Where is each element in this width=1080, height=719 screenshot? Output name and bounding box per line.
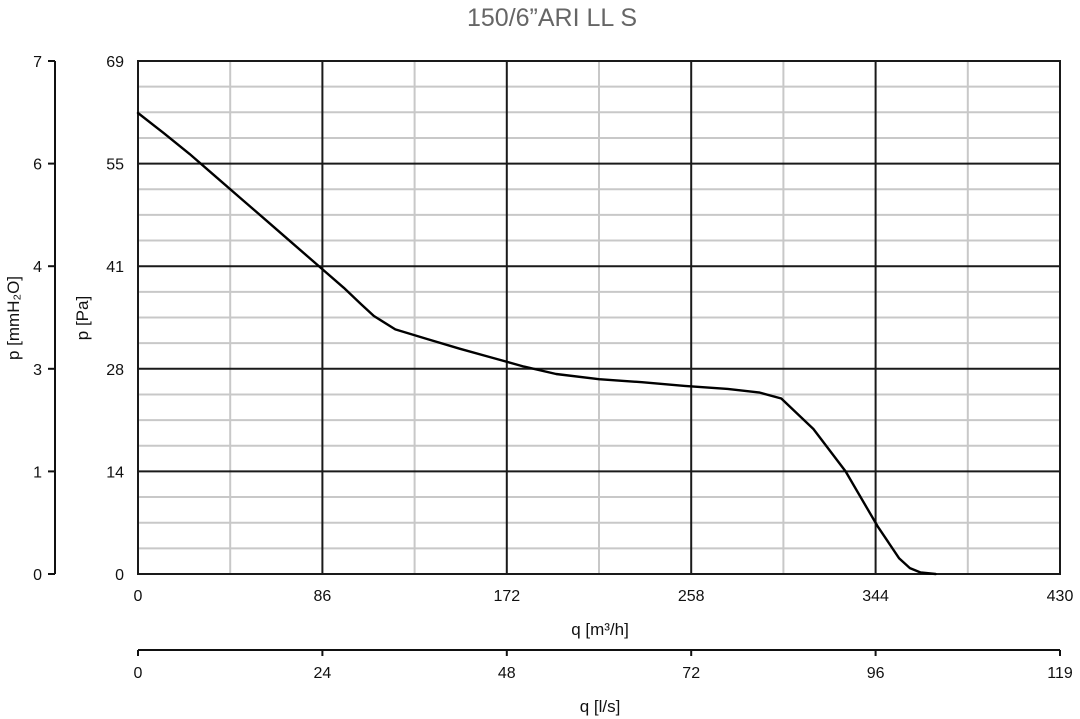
chart-title: 150/6”ARI LL S (467, 4, 637, 32)
y2-tick-label: 7 (33, 54, 42, 71)
y2-axis-label: p [mmH₂O] (4, 276, 23, 360)
y-axis-label: p [Pa] (73, 296, 92, 340)
x-tick-label: 258 (678, 588, 705, 605)
x2-axis-label: q [l/s] (580, 697, 621, 716)
x2-tick-label: 72 (682, 665, 700, 682)
y2-tick-label: 3 (33, 362, 42, 379)
y-tick-label: 28 (106, 362, 124, 379)
x2-tick-label: 0 (134, 665, 143, 682)
x-tick-label: 430 (1047, 588, 1074, 605)
y2-tick-label: 1 (33, 464, 42, 481)
x2-tick-label: 48 (498, 665, 516, 682)
y2-tick-label: 0 (33, 567, 42, 584)
y2-tick-label: 6 (33, 157, 42, 174)
x2-tick-label: 119 (1047, 665, 1073, 682)
x2-tick-label: 24 (314, 665, 332, 682)
y-tick-label: 14 (106, 464, 124, 481)
x-tick-label: 172 (493, 588, 520, 605)
x-axis-label: q [m³/h] (571, 620, 629, 639)
plot-frame (137, 60, 1061, 575)
x-tick-label: 0 (134, 588, 143, 605)
x-tick-label: 86 (314, 588, 332, 605)
y-tick-label: 55 (106, 157, 124, 174)
y-tick-label: 0 (115, 567, 124, 584)
y-tick-label: 41 (106, 259, 124, 276)
y2-tick-label: 4 (33, 259, 42, 276)
performance-curve-line (136, 111, 937, 576)
x-tick-label: 344 (862, 588, 889, 605)
x2-tick-label: 96 (867, 665, 885, 682)
y-tick-label: 69 (106, 54, 124, 71)
